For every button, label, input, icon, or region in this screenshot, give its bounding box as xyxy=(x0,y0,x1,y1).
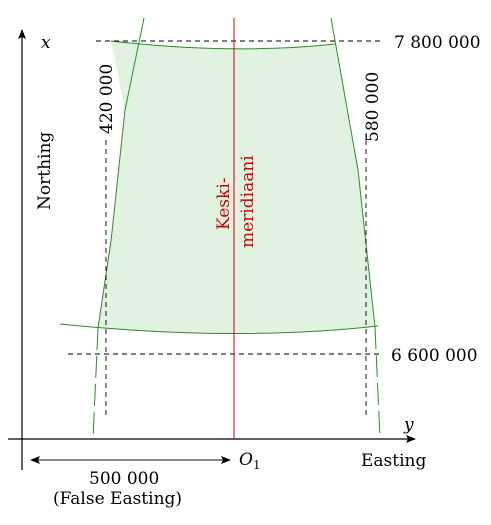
northing-top-value: 7 800 000 xyxy=(394,33,481,53)
zone-bottom-edge xyxy=(59,323,379,335)
zone-left-edge-extension xyxy=(92,327,99,440)
origin-label: O1 xyxy=(239,450,261,472)
zone-boundaries xyxy=(59,17,381,440)
easting-right-value: 580 000 xyxy=(363,72,383,142)
easting-label: Easting xyxy=(361,451,426,471)
false-easting-value: 500 000 xyxy=(89,469,159,489)
zone-right-edge xyxy=(330,17,376,328)
northing-bottom-value: 6 600 000 xyxy=(391,346,478,366)
origin-label-subscript: 1 xyxy=(253,458,261,472)
zone-right-edge-extension xyxy=(374,326,381,440)
origin-label-main: O xyxy=(239,450,253,470)
x-axis-label: x xyxy=(41,33,51,53)
projection-zone-fill xyxy=(98,41,375,334)
easting-left-value: 420 000 xyxy=(97,64,117,134)
meridian-label-line2: meridiaani xyxy=(238,155,258,248)
meridian-label-line1: Keski- xyxy=(214,177,234,230)
reference-lines xyxy=(68,40,383,418)
y-axis-label: y xyxy=(403,415,414,435)
axes xyxy=(8,29,416,470)
zone-left-edge xyxy=(97,17,145,329)
northing-label: Northing xyxy=(35,132,55,210)
false-easting-label: (False Easting) xyxy=(53,489,182,509)
zone-top-edge xyxy=(110,40,336,50)
